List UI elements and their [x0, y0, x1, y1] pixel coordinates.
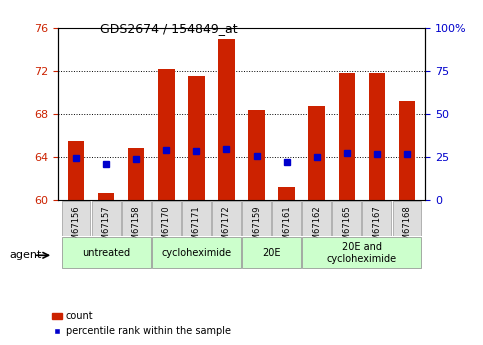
- FancyBboxPatch shape: [272, 201, 301, 236]
- Text: untreated: untreated: [82, 248, 130, 258]
- FancyBboxPatch shape: [61, 201, 90, 236]
- FancyBboxPatch shape: [302, 201, 331, 236]
- FancyBboxPatch shape: [61, 237, 151, 268]
- Bar: [248, 109, 265, 200]
- FancyBboxPatch shape: [182, 201, 211, 236]
- Bar: [188, 76, 205, 200]
- Legend: count, percentile rank within the sample: count, percentile rank within the sample: [48, 307, 235, 340]
- Text: 20E and
cycloheximide: 20E and cycloheximide: [327, 242, 397, 264]
- FancyBboxPatch shape: [212, 201, 241, 236]
- Text: 20E: 20E: [262, 248, 281, 258]
- Bar: [369, 73, 385, 200]
- Text: GSM67165: GSM67165: [342, 206, 351, 251]
- FancyBboxPatch shape: [152, 201, 181, 236]
- Bar: [158, 69, 174, 200]
- Text: GSM67172: GSM67172: [222, 206, 231, 251]
- Bar: [278, 187, 295, 200]
- Text: GSM67158: GSM67158: [132, 206, 141, 251]
- Bar: [339, 73, 355, 200]
- Text: GSM67171: GSM67171: [192, 206, 201, 251]
- Bar: [128, 148, 144, 200]
- Text: agent: agent: [10, 250, 42, 260]
- Text: GSM67156: GSM67156: [71, 206, 81, 251]
- Bar: [68, 141, 85, 200]
- FancyBboxPatch shape: [393, 201, 422, 236]
- FancyBboxPatch shape: [152, 237, 241, 268]
- Bar: [98, 193, 114, 200]
- Text: GSM67168: GSM67168: [402, 206, 412, 251]
- FancyBboxPatch shape: [242, 237, 301, 268]
- FancyBboxPatch shape: [332, 201, 361, 236]
- Text: GSM67162: GSM67162: [312, 206, 321, 251]
- Text: GSM67170: GSM67170: [162, 206, 171, 251]
- Text: GSM67157: GSM67157: [101, 206, 111, 251]
- Bar: [309, 106, 325, 200]
- FancyBboxPatch shape: [362, 201, 391, 236]
- Bar: [218, 39, 235, 200]
- FancyBboxPatch shape: [242, 201, 271, 236]
- Text: GSM67159: GSM67159: [252, 206, 261, 251]
- Text: GSM67161: GSM67161: [282, 206, 291, 251]
- Text: GDS2674 / 154849_at: GDS2674 / 154849_at: [100, 22, 238, 36]
- FancyBboxPatch shape: [92, 201, 121, 236]
- FancyBboxPatch shape: [302, 237, 422, 268]
- Bar: [398, 101, 415, 200]
- Text: cycloheximide: cycloheximide: [161, 248, 231, 258]
- FancyBboxPatch shape: [122, 201, 151, 236]
- Text: GSM67167: GSM67167: [372, 206, 382, 251]
